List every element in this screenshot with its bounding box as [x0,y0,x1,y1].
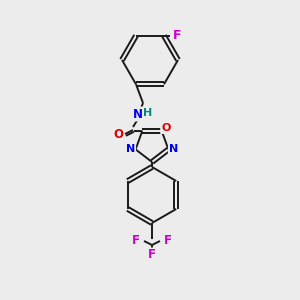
Text: F: F [164,235,172,248]
Text: H: H [143,108,153,118]
Text: N: N [133,107,143,121]
Text: N: N [169,144,178,154]
Text: O: O [161,123,170,133]
Text: F: F [132,235,140,248]
Text: O: O [113,128,123,140]
Text: F: F [148,248,156,262]
Text: N: N [126,144,135,154]
Text: F: F [173,29,181,42]
